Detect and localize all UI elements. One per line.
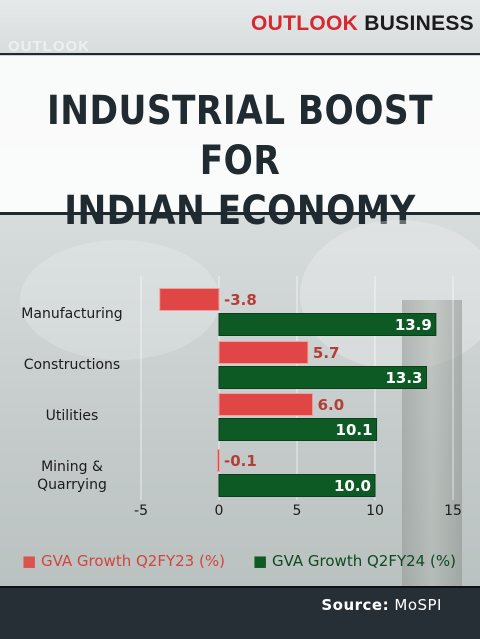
ghost-logo-text: OUTLOOK bbox=[8, 38, 90, 55]
category-label-line: Quarrying bbox=[37, 477, 107, 493]
category-label: Constructions bbox=[0, 356, 144, 374]
data-label-q2fy24: 13.9 bbox=[395, 316, 432, 334]
category-label-line: Manufacturing bbox=[21, 306, 123, 322]
x-tick-label: 15 bbox=[444, 503, 462, 519]
legend-item-q2fy23: ■ GVA Growth Q2FY23 (%) bbox=[22, 552, 225, 570]
x-tick-label: 10 bbox=[366, 503, 384, 519]
footer-divider bbox=[0, 586, 480, 588]
title-panel bbox=[0, 56, 480, 212]
legend-label-q2fy24: GVA Growth Q2FY24 (%) bbox=[271, 552, 456, 570]
category-label-line: Constructions bbox=[23, 357, 121, 373]
data-label-q2fy23: 6.0 bbox=[318, 396, 345, 414]
legend-label-q2fy23: GVA Growth Q2FY23 (%) bbox=[40, 552, 225, 570]
top-divider bbox=[0, 53, 480, 55]
top-bar bbox=[0, 0, 480, 54]
x-tick-label: -5 bbox=[134, 503, 148, 519]
brand-logo: OUTLOOK BUSINESS bbox=[251, 12, 474, 36]
brand-part-outlook: OUTLOOK bbox=[251, 12, 359, 35]
title-line-2: INDIAN ECONOMY bbox=[64, 188, 416, 234]
chart-legend: ■ GVA Growth Q2FY23 (%) ■ GVA Growth Q2F… bbox=[0, 552, 480, 576]
bar-q2fy24 bbox=[218, 418, 378, 441]
title-line-1: INDUSTRIAL BOOST FOR bbox=[47, 88, 433, 184]
chart-title: INDUSTRIAL BOOST FOR INDIAN ECONOMY bbox=[34, 86, 447, 236]
legend-swatch-q2fy23: ■ bbox=[22, 552, 37, 570]
category-label: Utilities bbox=[0, 407, 144, 425]
bar-q2fy24 bbox=[218, 474, 376, 497]
chimney-stack bbox=[402, 300, 462, 600]
bar-q2fy24 bbox=[218, 313, 437, 336]
category-label-line: Mining & bbox=[41, 459, 103, 475]
legend-item-q2fy24: ■ GVA Growth Q2FY24 (%) bbox=[253, 552, 456, 570]
data-label-q2fy24: 10.0 bbox=[334, 477, 371, 495]
bar-q2fy23 bbox=[216, 449, 220, 472]
data-label-q2fy23: -0.1 bbox=[224, 452, 257, 470]
brand-part-business: BUSINESS bbox=[364, 12, 474, 35]
source-key: Source: bbox=[321, 596, 390, 614]
source-credit: Source: MoSPI bbox=[321, 596, 442, 614]
footer-bar bbox=[0, 588, 480, 639]
data-label-q2fy24: 13.3 bbox=[385, 369, 422, 387]
title-divider bbox=[0, 212, 480, 215]
data-label-q2fy23: 5.7 bbox=[313, 344, 340, 362]
data-label-q2fy23: -3.8 bbox=[224, 291, 257, 309]
bar-q2fy24 bbox=[218, 366, 427, 389]
category-label: Mining & Quarrying bbox=[0, 458, 144, 494]
x-tick-label: 0 bbox=[215, 503, 224, 519]
bar-q2fy23 bbox=[218, 393, 314, 416]
category-label-line: Utilities bbox=[45, 408, 99, 424]
source-value: MoSPI bbox=[394, 596, 442, 614]
bar-q2fy23 bbox=[218, 341, 309, 364]
x-tick-label: 5 bbox=[293, 503, 302, 519]
data-label-q2fy24: 10.1 bbox=[336, 421, 373, 439]
legend-swatch-q2fy24: ■ bbox=[253, 552, 268, 570]
bar-q2fy23 bbox=[159, 288, 220, 311]
category-label: Manufacturing bbox=[0, 305, 144, 323]
